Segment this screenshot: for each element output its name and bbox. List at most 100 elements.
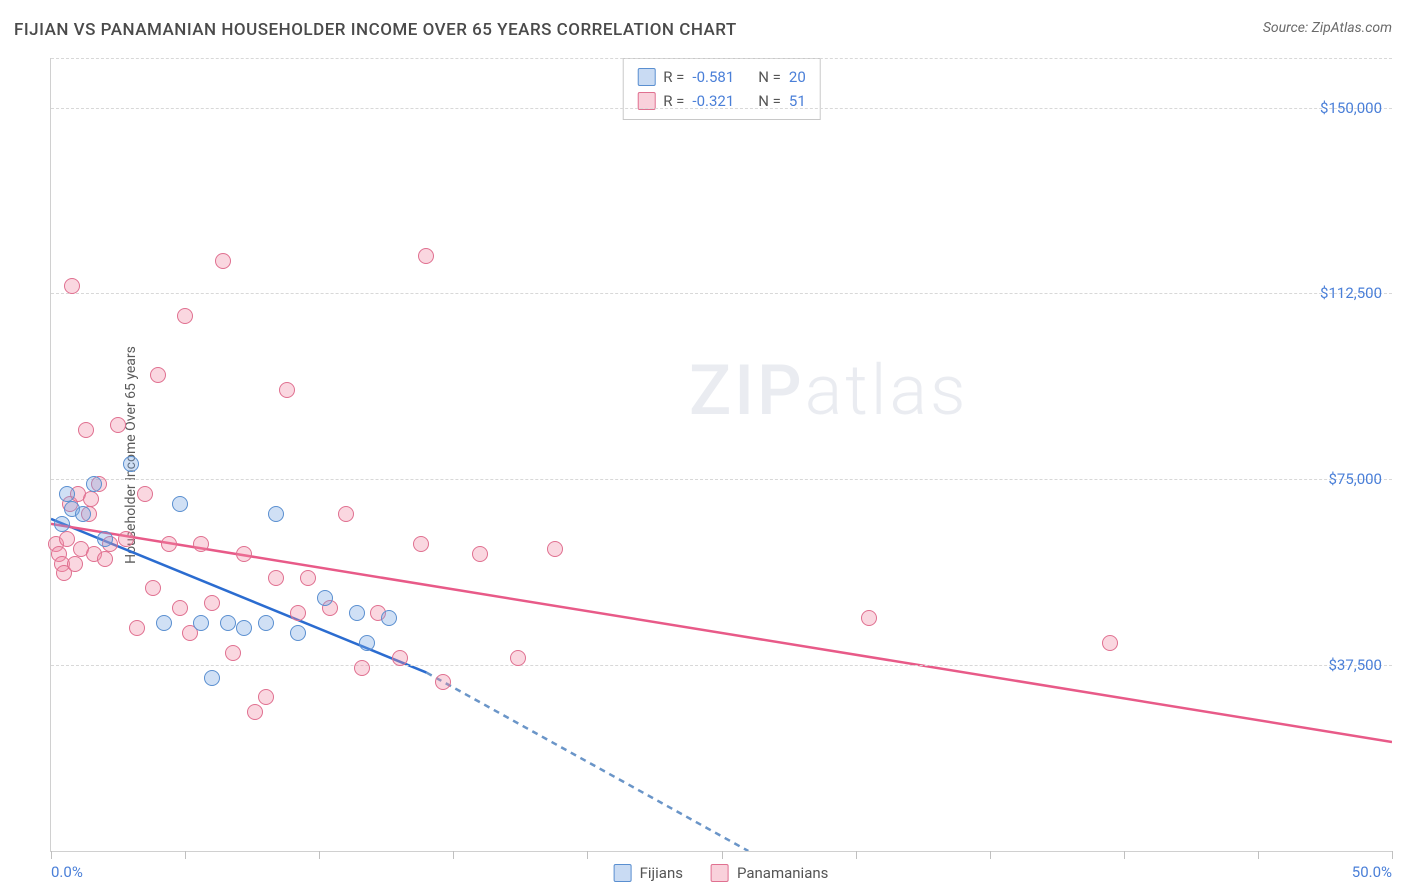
scatter-point-fijian — [86, 476, 102, 492]
x-tick — [51, 851, 52, 859]
r-value-panamanian: -0.321 — [692, 89, 734, 113]
scatter-point-fijian — [204, 670, 220, 686]
legend-label-panamanians: Panamanians — [737, 864, 828, 882]
stats-row-fijian: R = -0.581 N = 20 — [637, 65, 806, 89]
scatter-point-panamanian — [137, 486, 153, 502]
r-label: R = — [663, 89, 684, 113]
x-tick — [453, 851, 454, 859]
scatter-point-fijian — [349, 605, 365, 621]
scatter-point-panamanian — [78, 422, 94, 438]
scatter-point-panamanian — [129, 620, 145, 636]
scatter-point-panamanian — [118, 531, 134, 547]
scatter-point-panamanian — [215, 253, 231, 269]
scatter-point-panamanian — [547, 541, 563, 557]
scatter-point-fijian — [193, 615, 209, 631]
scatter-point-fijian — [75, 506, 91, 522]
chart-title: FIJIAN VS PANAMANIAN HOUSEHOLDER INCOME … — [14, 20, 737, 40]
scatter-point-panamanian — [150, 367, 166, 383]
scatter-point-panamanian — [300, 570, 316, 586]
watermark: ZIPatlas — [689, 350, 969, 432]
scatter-point-panamanian — [204, 595, 220, 611]
chart-area: Householder Income Over 65 years ZIPatla… — [50, 58, 1392, 852]
scatter-point-fijian — [54, 516, 70, 532]
scatter-point-panamanian — [435, 674, 451, 690]
scatter-point-fijian — [381, 610, 397, 626]
scatter-point-panamanian — [268, 570, 284, 586]
x-tick — [319, 851, 320, 859]
scatter-point-fijian — [290, 625, 306, 641]
scatter-point-panamanian — [279, 382, 295, 398]
legend-label-fijians: Fijians — [640, 864, 683, 882]
scatter-point-fijian — [236, 620, 252, 636]
r-value-fijian: -0.581 — [692, 65, 734, 89]
scatter-point-panamanian — [236, 546, 252, 562]
swatch-fijian-icon — [637, 68, 655, 86]
legend-item-panamanians: Panamanians — [711, 864, 828, 882]
scatter-point-panamanian — [258, 689, 274, 705]
gridline — [51, 58, 1392, 59]
x-tick — [856, 851, 857, 859]
correlation-stats-box: R = -0.581 N = 20 R = -0.321 N = 51 — [622, 58, 821, 120]
scatter-point-panamanian — [247, 704, 263, 720]
scatter-point-panamanian — [161, 536, 177, 552]
scatter-point-panamanian — [177, 308, 193, 324]
scatter-point-fijian — [123, 456, 139, 472]
scatter-point-panamanian — [145, 580, 161, 596]
source-label: Source: ZipAtlas.com — [1263, 20, 1392, 36]
n-label: N = — [758, 89, 781, 113]
gridline — [51, 293, 1392, 294]
swatch-fijian-icon — [614, 864, 632, 882]
n-value-panamanian: 51 — [789, 89, 806, 113]
scatter-point-panamanian — [413, 536, 429, 552]
scatter-point-panamanian — [225, 645, 241, 661]
x-tick — [990, 851, 991, 859]
n-label: N = — [758, 65, 781, 89]
gridline — [51, 479, 1392, 480]
scatter-point-fijian — [317, 590, 333, 606]
scatter-point-panamanian — [338, 506, 354, 522]
trend-lines — [51, 58, 1392, 851]
x-tick — [185, 851, 186, 859]
scatter-point-fijian — [59, 486, 75, 502]
scatter-point-fijian — [172, 496, 188, 512]
scatter-point-panamanian — [510, 650, 526, 666]
scatter-point-fijian — [359, 635, 375, 651]
gridline — [51, 665, 1392, 666]
scatter-point-panamanian — [97, 551, 113, 567]
r-label: R = — [663, 65, 684, 89]
scatter-point-panamanian — [418, 248, 434, 264]
y-tick-label: $37,500 — [1328, 656, 1382, 674]
swatch-panamanian-icon — [711, 864, 729, 882]
legend: Fijians Panamanians — [614, 864, 829, 882]
x-tick — [1258, 851, 1259, 859]
scatter-point-panamanian — [392, 650, 408, 666]
x-tick-label: 0.0% — [51, 863, 83, 881]
scatter-point-panamanian — [472, 546, 488, 562]
scatter-point-fijian — [156, 615, 172, 631]
scatter-point-panamanian — [193, 536, 209, 552]
gridline — [51, 108, 1392, 109]
y-tick-label: $150,000 — [1320, 99, 1382, 117]
scatter-point-panamanian — [172, 600, 188, 616]
x-tick — [1124, 851, 1125, 859]
legend-item-fijians: Fijians — [614, 864, 683, 882]
scatter-plot: ZIPatlas R = -0.581 N = 20 R = -0.321 N … — [50, 58, 1392, 852]
scatter-point-fijian — [220, 615, 236, 631]
x-tick — [1392, 851, 1393, 859]
scatter-point-fijian — [258, 615, 274, 631]
y-tick-label: $75,000 — [1328, 470, 1382, 488]
scatter-point-panamanian — [67, 556, 83, 572]
scatter-point-fijian — [97, 531, 113, 547]
scatter-point-fijian — [268, 506, 284, 522]
scatter-point-panamanian — [110, 417, 126, 433]
scatter-point-panamanian — [64, 278, 80, 294]
scatter-point-panamanian — [290, 605, 306, 621]
scatter-point-panamanian — [354, 660, 370, 676]
x-tick-label: 50.0% — [1352, 863, 1392, 881]
x-tick — [587, 851, 588, 859]
scatter-point-panamanian — [861, 610, 877, 626]
x-tick — [722, 851, 723, 859]
n-value-fijian: 20 — [789, 65, 806, 89]
stats-row-panamanian: R = -0.321 N = 51 — [637, 89, 806, 113]
scatter-point-panamanian — [83, 491, 99, 507]
